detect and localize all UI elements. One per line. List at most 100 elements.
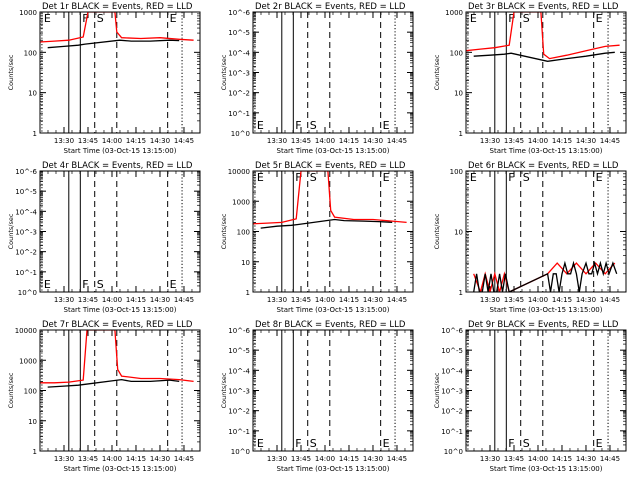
panel-title: Det 9r BLACK = Events, RED = LLD <box>468 320 619 330</box>
panel-det-6: Det 6r BLACK = Events, RED = LLD Counts/s… <box>433 161 627 314</box>
x-tick-label: 13:30 <box>480 455 500 463</box>
y-tick-label: 10 <box>454 229 463 237</box>
panel-det-5: Det 5r BLACK = Events, RED = LLD Counts/s… <box>220 161 414 314</box>
x-tick-label: 14:30 <box>363 296 383 304</box>
x-tick-label: 13:45 <box>504 296 524 304</box>
y-tick-label: 1 <box>459 289 463 297</box>
y-axis-label: Counts/sec <box>433 372 441 408</box>
x-tick-label: 14:00 <box>315 137 335 145</box>
marker-label: E <box>257 437 264 450</box>
y-tick-label: 10^-2 <box>228 90 250 98</box>
x-axis-label: Start Time (03-Oct-15 13:15:00) <box>490 306 603 314</box>
y-tick-label: 1 <box>33 130 37 138</box>
y-tick-label: 10^0 <box>444 448 463 456</box>
y-tick-label: 100 <box>24 388 37 396</box>
y-tick-label: 10^-3 <box>228 70 250 78</box>
y-tick-label: 1 <box>459 130 463 138</box>
series-lld-line <box>253 171 407 225</box>
x-axis-label: Start Time (03-Oct-15 13:15:00) <box>490 465 603 473</box>
series-events-line <box>47 378 180 388</box>
y-tick-label: 1 <box>246 289 250 297</box>
panel-det-3: Det 3r BLACK = Events, RED = LLD Counts/s… <box>433 2 627 155</box>
y-tick-label: 10^-4 <box>441 367 463 375</box>
y-tick-label: 10^-4 <box>228 367 250 375</box>
y-axis-label: Counts/sec <box>7 213 15 249</box>
x-tick-label: 13:45 <box>291 455 311 463</box>
y-tick-label: 10 <box>28 90 37 98</box>
x-tick-label: 13:45 <box>78 137 98 145</box>
x-tick-label: 14:15 <box>552 296 572 304</box>
y-tick-label: 10^-2 <box>15 249 37 257</box>
x-tick-label: 14:45 <box>387 455 407 463</box>
x-tick-label: 13:30 <box>54 455 74 463</box>
series-events-line <box>473 51 615 62</box>
x-tick-label: 13:30 <box>267 296 287 304</box>
y-axis-label: Counts/sec <box>433 54 441 90</box>
x-tick-label: 14:00 <box>102 296 122 304</box>
plot-frame <box>252 11 414 134</box>
y-tick-label: 10^-5 <box>228 29 250 37</box>
marker-label: S <box>523 437 530 450</box>
x-tick-label: 14:30 <box>576 296 596 304</box>
y-tick-label: 10^-6 <box>228 9 250 17</box>
marker-label: S <box>523 171 530 184</box>
x-tick-label: 14:30 <box>150 137 170 145</box>
panel-det-7: Det 7r BLACK = Events, RED = LLD Counts/s… <box>7 320 201 473</box>
series-lld-line <box>40 12 194 43</box>
x-tick-label: 14:45 <box>600 137 620 145</box>
y-axis-label: Counts/sec <box>7 372 15 408</box>
x-tick-label: 14:30 <box>576 137 596 145</box>
plot-frame <box>39 11 201 134</box>
series-lld-line <box>466 12 620 60</box>
marker-label: E <box>44 12 51 25</box>
marker-label: E <box>470 12 477 25</box>
marker-label: S <box>97 278 104 291</box>
x-tick-label: 14:00 <box>528 455 548 463</box>
x-tick-label: 13:45 <box>291 296 311 304</box>
marker-label: S <box>97 12 104 25</box>
y-tick-label: 10^0 <box>231 130 250 138</box>
y-tick-label: 100 <box>450 49 463 57</box>
x-tick-label: 14:45 <box>600 296 620 304</box>
marker-label: F <box>508 12 514 25</box>
marker-label: E <box>470 171 477 184</box>
x-tick-label: 13:30 <box>54 137 74 145</box>
x-tick-label: 13:45 <box>78 296 98 304</box>
marker-label: F <box>82 12 88 25</box>
y-tick-label: 10^-6 <box>228 327 250 335</box>
y-axis-label: Counts/sec <box>220 54 228 90</box>
y-axis-label: Counts/sec <box>7 54 15 90</box>
panel-det-1: Det 1r BLACK = Events, RED = LLD Counts/s… <box>7 2 201 155</box>
marker-label: E <box>596 12 603 25</box>
y-tick-label: 100 <box>24 49 37 57</box>
marker-label: F <box>295 119 301 132</box>
x-axis-label: Start Time (03-Oct-15 13:15:00) <box>64 306 177 314</box>
y-tick-label: 100 <box>450 168 463 176</box>
x-axis-label: Start Time (03-Oct-15 13:15:00) <box>64 465 177 473</box>
y-tick-label: 10 <box>28 418 37 426</box>
plot-frame <box>39 170 201 293</box>
plot-frame <box>252 329 414 452</box>
x-tick-label: 14:00 <box>528 137 548 145</box>
marker-label: F <box>508 171 514 184</box>
y-tick-label: 100 <box>237 229 250 237</box>
plot-frame <box>465 11 627 134</box>
y-tick-label: 10^-1 <box>228 110 250 118</box>
panel-title: Det 1r BLACK = Events, RED = LLD <box>42 2 193 12</box>
panel-title: Det 8r BLACK = Events, RED = LLD <box>255 320 406 330</box>
y-tick-label: 1000 <box>232 198 250 206</box>
x-axis-label: Start Time (03-Oct-15 13:15:00) <box>64 147 177 155</box>
x-tick-label: 13:45 <box>504 455 524 463</box>
x-axis-label: Start Time (03-Oct-15 13:15:00) <box>490 147 603 155</box>
y-tick-label: 10^-6 <box>441 327 463 335</box>
y-axis-label: Counts/sec <box>433 213 441 249</box>
marker-label: F <box>295 171 301 184</box>
panel-title: Det 2r BLACK = Events, RED = LLD <box>255 2 406 12</box>
marker-label: F <box>82 278 88 291</box>
y-axis-label: Counts/sec <box>220 372 228 408</box>
plot-frame <box>465 170 627 293</box>
marker-label: S <box>310 119 317 132</box>
y-tick-label: 1000 <box>19 9 37 17</box>
x-tick-label: 14:15 <box>552 455 572 463</box>
